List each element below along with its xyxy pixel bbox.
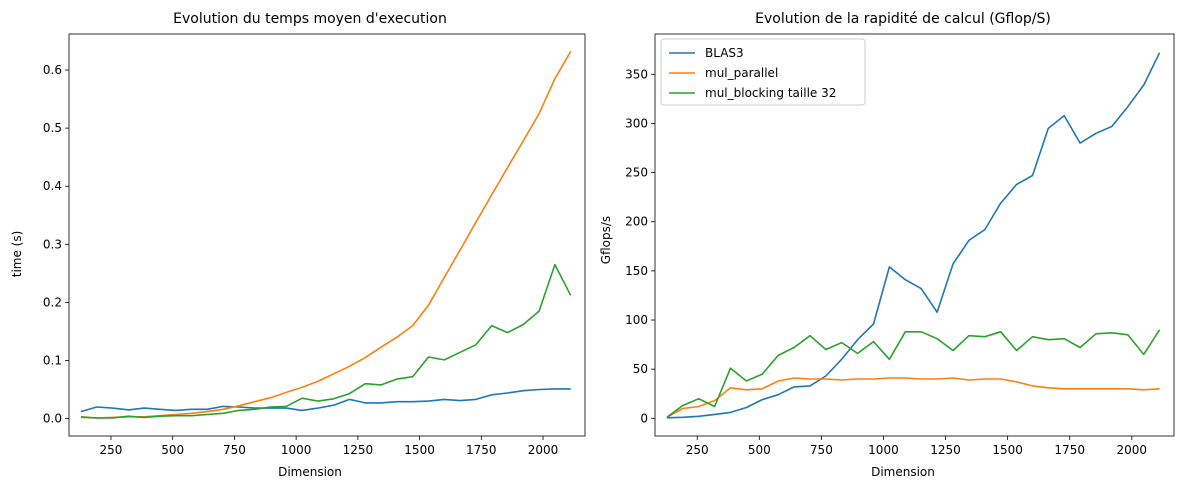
x-axis-label: Dimension xyxy=(278,465,342,479)
y-tick-label: 0.3 xyxy=(43,237,62,251)
x-tick-label: 500 xyxy=(161,443,184,457)
plot-frame xyxy=(654,33,1175,437)
y-tick-label: 150 xyxy=(625,264,648,278)
x-tick-label: 1250 xyxy=(343,443,374,457)
x-tick-label: 2000 xyxy=(1117,443,1148,457)
series-lines xyxy=(666,52,1161,419)
x-tick-label: 750 xyxy=(223,443,246,457)
x-tick-label: 250 xyxy=(686,443,709,457)
x-tick-label: 1000 xyxy=(281,443,312,457)
y-tick-label: 300 xyxy=(625,116,648,130)
series-line-0 xyxy=(666,52,1161,419)
legend-label: mul_blocking taille 32 xyxy=(705,86,836,100)
chart-title: Evolution de la rapidité de calcul (Gflo… xyxy=(755,11,1051,27)
legend-label: mul_parallel xyxy=(705,66,778,80)
y-axis-label: Gflops/s xyxy=(599,216,613,264)
x-tick-label: 1500 xyxy=(404,443,435,457)
series-line-2 xyxy=(666,329,1161,418)
chart-title: Evolution du temps moyen d'execution xyxy=(173,11,447,27)
y-tick-label: 0.6 xyxy=(43,63,62,77)
x-tick-label: 500 xyxy=(748,443,771,457)
series-line-0 xyxy=(80,388,571,413)
y-tick-label: 350 xyxy=(625,67,648,81)
x-tick-label: 2000 xyxy=(528,443,559,457)
y-tick-label: 0.2 xyxy=(43,295,62,309)
y-tick-label: 50 xyxy=(633,362,648,376)
series-line-2 xyxy=(80,263,572,419)
legend: BLAS3 mul_parallel mul_blocking taille 32 xyxy=(660,38,866,106)
y-tick-label: 0.4 xyxy=(43,179,62,193)
y-tick-label: 200 xyxy=(625,215,648,229)
y-tick-label: 100 xyxy=(625,313,648,327)
legend-label: BLAS3 xyxy=(705,46,744,60)
y-tick-label: 0.1 xyxy=(43,353,62,367)
x-tick-label: 250 xyxy=(100,443,123,457)
y-ticks: 0 50 100 150 200 250 300 350 xyxy=(625,67,655,425)
x-ticks: 250 500 750 1000 1250 1500 1750 2000 xyxy=(100,436,559,457)
y-tick-label: 0 xyxy=(640,411,648,425)
y-ticks: 0.0 0.1 0.2 0.3 0.4 0.5 0.6 xyxy=(43,63,69,426)
series-line-1 xyxy=(666,377,1160,418)
x-axis-label: Dimension xyxy=(871,465,935,479)
plot-frame xyxy=(68,33,586,437)
x-tick-label: 1750 xyxy=(466,443,497,457)
y-axis-label: time (s) xyxy=(10,231,24,278)
chart-gflops: Evolution de la rapidité de calcul (Gflo… xyxy=(599,11,1175,479)
x-ticks: 250 500 750 1000 1250 1500 1750 2000 xyxy=(686,436,1147,457)
y-tick-label: 0.5 xyxy=(43,121,62,135)
x-tick-label: 1000 xyxy=(868,443,899,457)
legend-box xyxy=(660,38,866,106)
x-tick-label: 1250 xyxy=(930,443,961,457)
series-lines xyxy=(80,50,572,419)
x-tick-label: 1500 xyxy=(992,443,1023,457)
x-tick-label: 750 xyxy=(810,443,833,457)
chart-execution-time: Evolution du temps moyen d'execution Dim… xyxy=(10,11,586,479)
series-line-1 xyxy=(80,50,572,419)
y-tick-label: 0.0 xyxy=(43,412,62,426)
y-tick-label: 250 xyxy=(625,166,648,180)
x-tick-label: 1750 xyxy=(1054,443,1085,457)
